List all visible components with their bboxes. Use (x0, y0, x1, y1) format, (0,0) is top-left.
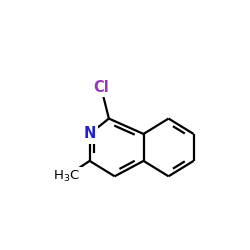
Text: H$_3$C: H$_3$C (53, 169, 80, 184)
Text: Cl: Cl (93, 80, 109, 95)
Text: N: N (84, 126, 96, 142)
